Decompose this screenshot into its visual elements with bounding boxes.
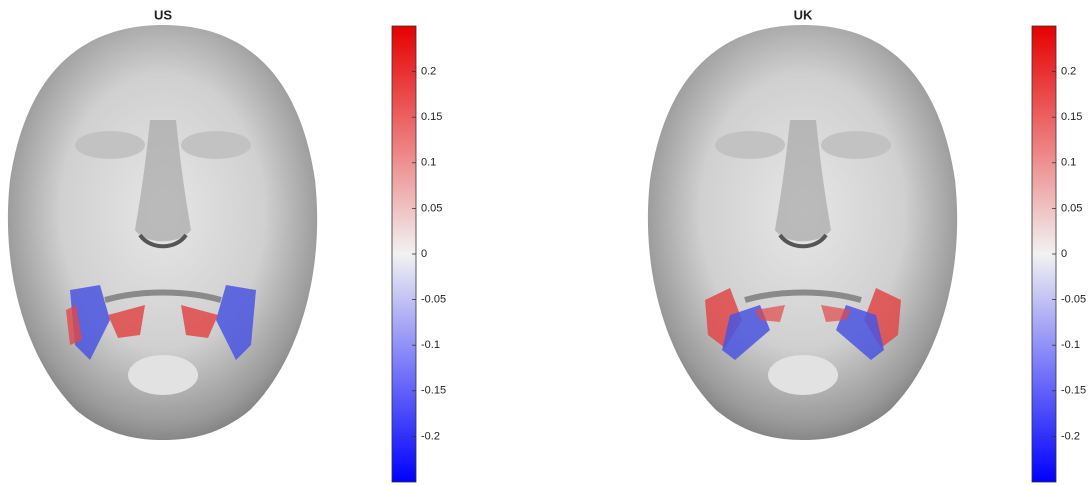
- tick-label: 0.2: [421, 66, 436, 78]
- tick-label: 0.1: [421, 157, 436, 169]
- heat-patch: [70, 285, 110, 360]
- face: [648, 25, 957, 440]
- heat-patch: [722, 305, 770, 360]
- tick-label: 0: [421, 248, 427, 260]
- tick-label: 0.05: [1061, 202, 1082, 214]
- panel-uk: [648, 25, 957, 440]
- tick-label: -0.1: [421, 339, 440, 351]
- heat-patch: [216, 285, 256, 360]
- tick-label: 0.1: [1061, 157, 1076, 169]
- face: [8, 25, 317, 440]
- heat-patch: [755, 305, 785, 322]
- tick-label: -0.05: [1061, 294, 1086, 306]
- tick-label: -0.15: [421, 385, 446, 397]
- tick-label: 0.15: [421, 111, 442, 123]
- tick-label: -0.2: [1061, 430, 1080, 442]
- tick-label: 0: [1061, 248, 1067, 260]
- panel-title: US: [154, 7, 172, 22]
- tick-label: 0.15: [1061, 111, 1082, 123]
- tick-label: 0.05: [421, 202, 442, 214]
- tick-label: -0.15: [1061, 385, 1086, 397]
- tick-label: -0.1: [1061, 339, 1080, 351]
- panel-title: UK: [794, 7, 813, 22]
- heat-patch: [821, 305, 851, 322]
- panel-us: [8, 25, 317, 440]
- tick-label: -0.2: [421, 430, 440, 442]
- heat-patch: [108, 305, 145, 338]
- heat-patch: [836, 305, 884, 360]
- tick-label: 0.2: [1061, 66, 1076, 78]
- heat-patch: [181, 305, 218, 338]
- heat-patch: [66, 305, 82, 345]
- tick-label: -0.05: [421, 294, 446, 306]
